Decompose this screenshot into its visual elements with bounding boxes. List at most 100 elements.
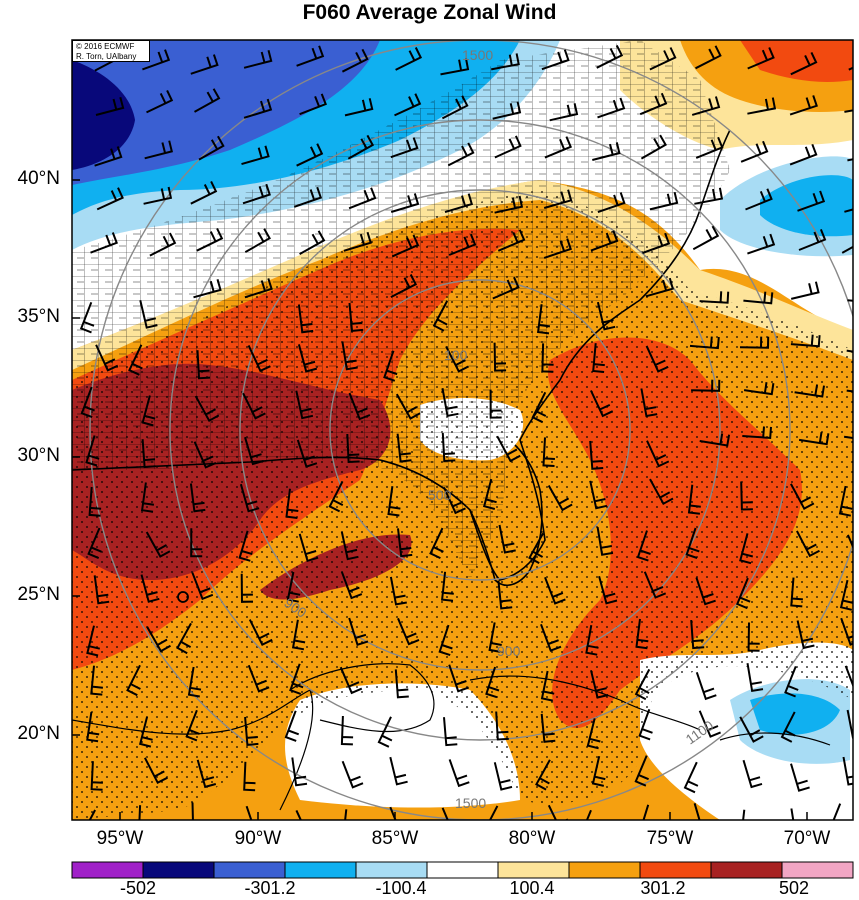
wind-barb — [543, 189, 573, 209]
wind-barb — [244, 278, 273, 299]
wind-barb — [187, 666, 202, 698]
wind-barb — [80, 386, 95, 419]
wind-barb — [540, 713, 556, 743]
wind-barb — [144, 757, 168, 785]
wind-barb — [189, 483, 206, 513]
wind-barb — [389, 576, 407, 606]
wind-barb — [488, 805, 499, 820]
wind-barb — [397, 528, 413, 558]
wind-barb — [689, 336, 720, 350]
wind-barb — [699, 291, 730, 304]
wind-barb — [589, 390, 614, 418]
wind-barb — [494, 135, 522, 159]
wind-barb — [649, 47, 677, 71]
wind-barb — [740, 140, 769, 163]
lon-label-90: 90°W — [234, 828, 282, 849]
wind-barb — [544, 136, 573, 159]
wind-barb — [844, 665, 853, 689]
wind-barb — [591, 755, 606, 787]
wind-barb — [798, 229, 827, 251]
wind-barb — [642, 804, 650, 820]
wind-barb — [528, 532, 544, 564]
wind-barb — [140, 482, 155, 513]
wind-barb — [377, 716, 393, 748]
wind-barb — [291, 757, 308, 787]
wind-barb — [643, 571, 667, 599]
wind-barb — [493, 342, 507, 372]
wind-barb — [739, 716, 764, 743]
colorbar-label-4: 100.4 — [509, 878, 555, 898]
wind-barb — [90, 761, 103, 791]
wind-barb — [496, 435, 521, 463]
wind-barb — [390, 137, 419, 159]
wind-barb — [495, 711, 509, 741]
wind-barb — [441, 388, 459, 417]
wind-barb — [238, 530, 253, 562]
wind-barb — [145, 531, 171, 558]
wind-barb — [142, 49, 171, 71]
wind-barb — [297, 304, 314, 334]
wind-barb — [846, 534, 853, 550]
wind-barb — [245, 805, 253, 820]
wind-barb — [540, 670, 555, 702]
contour-label-1500-bottom: 1500 — [455, 795, 486, 811]
wind-barb — [328, 480, 344, 513]
wind-barb — [141, 439, 156, 469]
wind-barb — [585, 809, 592, 820]
wind-barb — [291, 619, 306, 651]
wind-barb — [784, 666, 799, 698]
wind-barb — [284, 710, 300, 742]
wind-barb — [585, 625, 599, 656]
wind-barb — [438, 624, 453, 657]
wind-barb — [794, 384, 825, 398]
wind-barb — [596, 44, 624, 69]
wind-barb — [691, 379, 721, 392]
wind-barb — [126, 664, 141, 697]
map-field: 1500 900 500 100 900 1100 1500 — [72, 40, 853, 820]
wind-barb — [597, 192, 626, 214]
colorbar-swatch — [568, 861, 641, 879]
lon-label-80: 80°W — [508, 828, 556, 849]
storm-center-marker — [177, 591, 189, 603]
colorbar-label-6: 502 — [778, 878, 810, 898]
wind-barb — [695, 671, 717, 701]
wind-barb — [494, 195, 524, 214]
wind-barb — [796, 620, 815, 650]
colorbar-swatch — [781, 861, 854, 879]
wind-barb — [138, 716, 153, 748]
wind-barb — [589, 480, 608, 510]
lat-label-25: 25°N — [17, 584, 60, 605]
credit-line-1: © 2016 ECMWF — [76, 42, 135, 51]
wind-barb — [146, 89, 174, 114]
wind-barb — [638, 708, 653, 741]
wind-barb — [299, 230, 326, 255]
wind-barb — [95, 344, 119, 372]
wind-barb — [299, 93, 327, 116]
wind-barb — [248, 619, 273, 647]
wind-barb — [295, 390, 314, 420]
yucatan-coast — [289, 663, 435, 733]
wind-barb — [341, 760, 364, 789]
wind-barb — [747, 622, 760, 652]
wind-barb — [193, 441, 217, 469]
wind-barb — [441, 807, 449, 820]
wind-barb — [743, 291, 774, 305]
wind-barb — [289, 663, 304, 695]
wind-barb — [397, 617, 420, 646]
lon-label-85: 85°W — [371, 828, 419, 849]
wind-barb — [339, 666, 363, 695]
wind-barb — [448, 233, 477, 256]
wind-barb — [247, 344, 271, 373]
wind-barb — [634, 755, 649, 787]
wind-barb — [640, 388, 658, 418]
wind-barb — [790, 281, 820, 300]
colorbar-label-2: -301.2 — [244, 878, 296, 898]
wind-barb — [536, 304, 551, 335]
wind-barb — [296, 45, 325, 67]
lat-label-20: 20°N — [17, 723, 60, 744]
wind-barb — [394, 93, 422, 117]
wind-barb — [391, 234, 420, 258]
ring-1100 — [169, 119, 791, 741]
wind-barb — [649, 191, 679, 211]
wind-barb — [395, 47, 423, 71]
